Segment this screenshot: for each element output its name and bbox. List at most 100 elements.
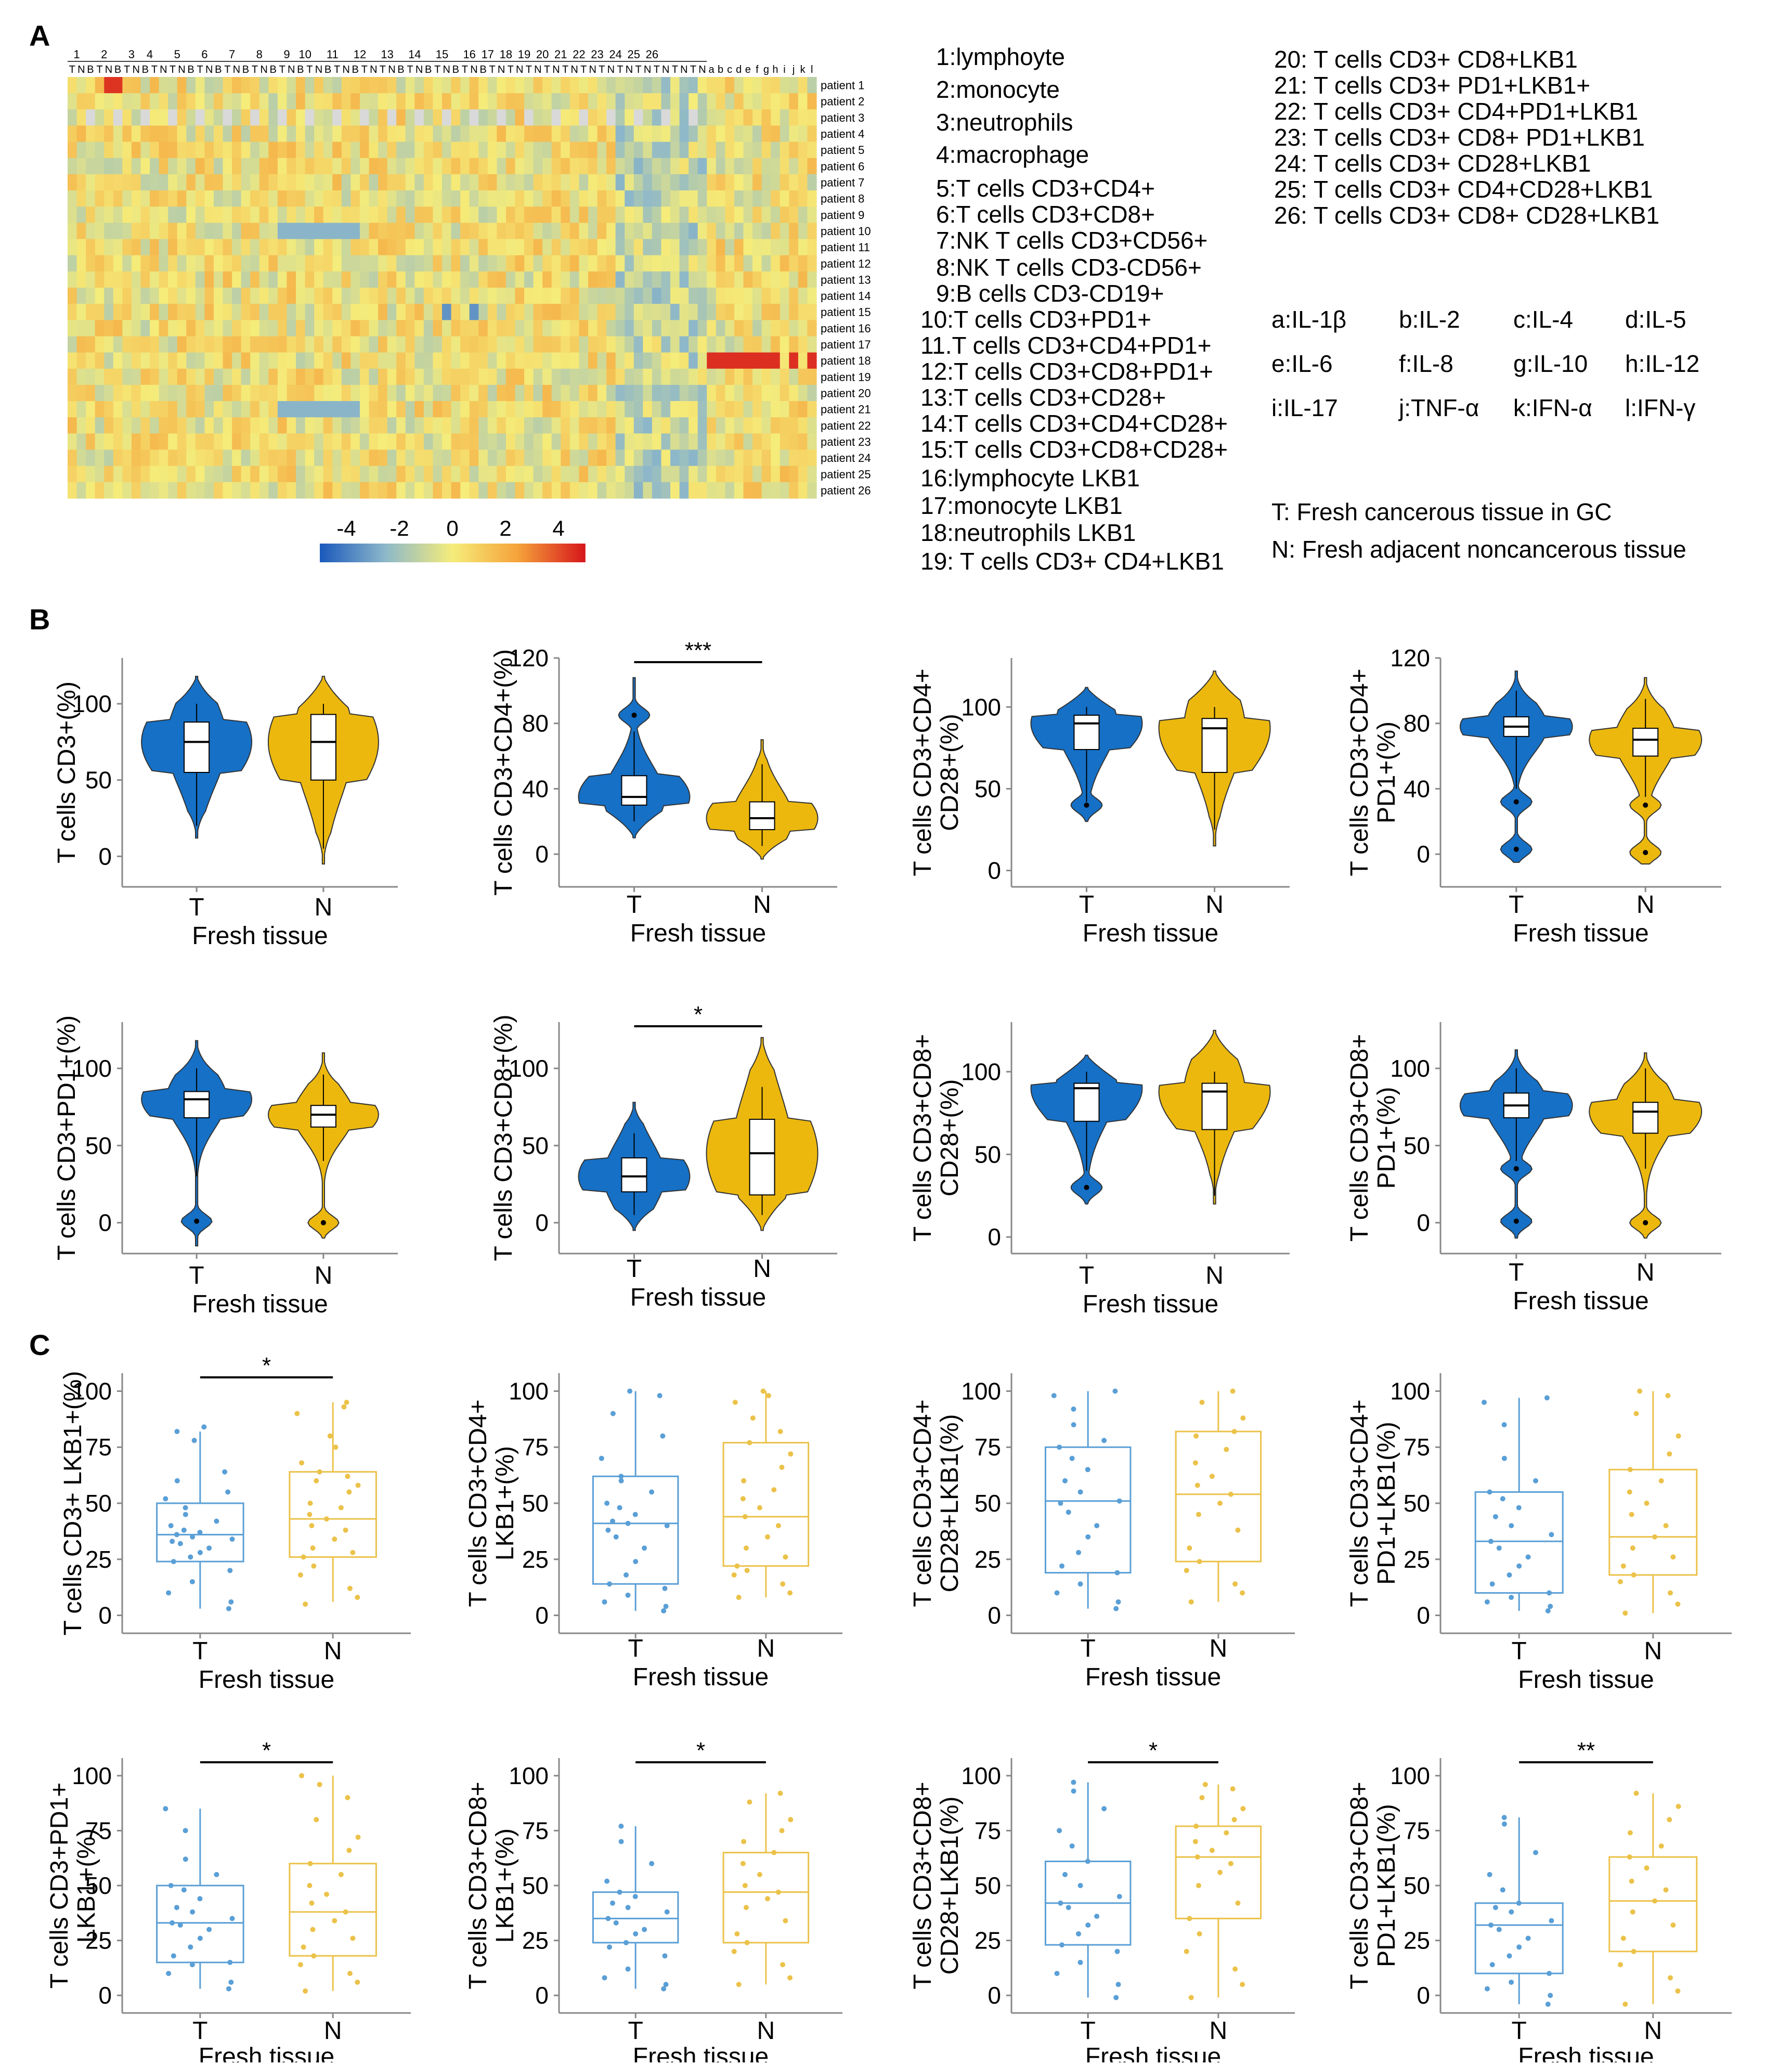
heatmap-cell <box>405 320 415 337</box>
heatmap-cell <box>780 141 789 159</box>
heatmap-cell <box>232 336 242 353</box>
heatmap-cell <box>104 109 114 126</box>
data-point <box>660 1433 666 1439</box>
heatmap-cell <box>378 288 388 304</box>
heatmap-cell <box>186 368 196 385</box>
heatmap-cell <box>305 417 315 434</box>
heatmap-cell <box>195 125 205 143</box>
heatmap-cell <box>761 482 771 499</box>
heatmap-cell <box>68 384 77 402</box>
heatmap-cell <box>515 482 525 499</box>
heatmap-cell <box>159 158 168 175</box>
heatmap-cell <box>287 109 296 126</box>
box-iqr <box>184 1091 210 1118</box>
heatmap-cell <box>725 125 735 143</box>
heatmap-cell <box>625 417 634 434</box>
heatmap-cell <box>159 174 168 191</box>
heatmap-cell <box>533 109 543 126</box>
heatmap-cell <box>204 417 214 434</box>
heatmap-cell <box>524 466 534 483</box>
y-axis-title: T cells CD3+(%) <box>53 681 81 863</box>
heatmap-cell <box>533 77 543 94</box>
heatmap-cell <box>542 141 552 159</box>
heatmap-cell <box>689 433 698 450</box>
heatmap-cell <box>633 466 643 483</box>
heatmap-cell <box>551 384 561 402</box>
heatmap-cell <box>761 433 771 450</box>
heatmap-cell <box>615 352 625 369</box>
heatmap-col-letter: T <box>690 64 696 75</box>
heatmap-cell <box>341 158 351 175</box>
heatmap-cell <box>232 93 242 110</box>
heatmap-col-letter: T <box>306 64 313 75</box>
heatmap-cell <box>277 255 288 272</box>
data-point <box>355 1835 361 1840</box>
heatmap-cell <box>296 158 306 175</box>
data-point <box>206 1927 212 1932</box>
y-tick-label: 25 <box>975 1546 1001 1573</box>
y-tick-label: 0 <box>535 1602 549 1629</box>
data-point <box>225 1489 231 1495</box>
heatmap-cell <box>533 433 543 450</box>
data-point <box>633 1931 639 1937</box>
data-point <box>1492 1514 1498 1519</box>
heatmap-cell <box>68 271 77 288</box>
heatmap-cell <box>414 320 424 337</box>
heatmap-cell <box>68 482 77 499</box>
data-point <box>604 1501 610 1506</box>
heatmap-cell <box>505 320 516 337</box>
heatmap-cell <box>68 174 77 191</box>
heatmap-cell <box>113 433 123 450</box>
heatmap-col-letter: T <box>599 64 605 75</box>
heatmap-cell <box>487 141 497 159</box>
heatmap-cell <box>771 466 781 483</box>
heatmap-cell <box>423 482 434 499</box>
data-point <box>736 1595 742 1600</box>
heatmap-cell <box>716 255 725 272</box>
data-point <box>1114 1948 1120 1954</box>
heatmap-cell <box>725 223 735 240</box>
heatmap-cell <box>606 417 616 434</box>
heatmap-cell <box>561 288 570 304</box>
heatmap-cell <box>296 255 306 272</box>
heatmap-cell <box>689 368 698 385</box>
heatmap-cell <box>287 482 296 499</box>
heatmap-cell <box>725 336 735 353</box>
heatmap-cell <box>505 352 516 369</box>
heatmap-cell <box>451 125 461 143</box>
heatmap-cell <box>241 449 251 467</box>
heatmap-cell <box>734 368 744 385</box>
heatmap-cell <box>652 352 662 369</box>
data-point <box>1224 1830 1229 1836</box>
data-point <box>1489 1962 1495 1968</box>
data-point <box>341 1404 347 1410</box>
heatmap-cell <box>542 368 552 385</box>
heatmap-cell <box>743 449 753 467</box>
heatmap-cell <box>780 271 789 288</box>
data-point <box>1507 1953 1512 1959</box>
heatmap-cell <box>734 417 744 434</box>
heatmap-cell <box>670 336 680 353</box>
heatmap-cell <box>387 466 397 483</box>
heatmap-col-letter: N <box>552 64 560 75</box>
heatmap-cell <box>569 352 580 369</box>
heatmap-cell <box>780 433 789 450</box>
heatmap-cell <box>725 449 735 467</box>
heatmap-cell <box>542 336 552 353</box>
data-point <box>1675 1602 1681 1607</box>
data-point <box>649 1489 655 1495</box>
heatmap-cell <box>268 77 278 94</box>
data-point <box>1192 1460 1198 1466</box>
heatmap-cell <box>204 77 214 94</box>
heatmap-cell <box>689 352 698 369</box>
heatmap-cell <box>579 449 589 467</box>
heatmap-cell <box>305 77 315 94</box>
heatmap-cell <box>643 433 653 450</box>
heatmap-cell <box>287 336 296 353</box>
heatmap-row-label: patient 23 <box>821 435 871 448</box>
heatmap-cell <box>204 93 214 110</box>
box-iqr <box>1175 1430 1262 1563</box>
heatmap-cell <box>597 336 607 353</box>
heatmap-cell <box>341 109 351 126</box>
data-point <box>350 1935 356 1941</box>
